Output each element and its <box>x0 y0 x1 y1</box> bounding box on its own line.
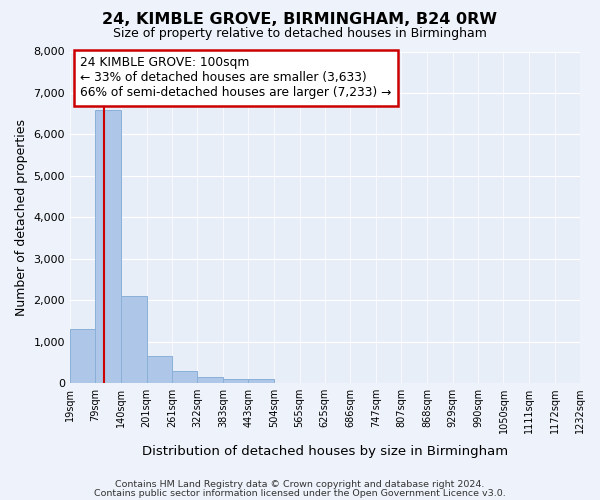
Text: Contains HM Land Registry data © Crown copyright and database right 2024.: Contains HM Land Registry data © Crown c… <box>115 480 485 489</box>
Text: Size of property relative to detached houses in Birmingham: Size of property relative to detached ho… <box>113 28 487 40</box>
Text: 24, KIMBLE GROVE, BIRMINGHAM, B24 0RW: 24, KIMBLE GROVE, BIRMINGHAM, B24 0RW <box>103 12 497 28</box>
X-axis label: Distribution of detached houses by size in Birmingham: Distribution of detached houses by size … <box>142 444 508 458</box>
Text: Contains public sector information licensed under the Open Government Licence v3: Contains public sector information licen… <box>94 489 506 498</box>
Bar <box>223 379 248 383</box>
Text: 24 KIMBLE GROVE: 100sqm
← 33% of detached houses are smaller (3,633)
66% of semi: 24 KIMBLE GROVE: 100sqm ← 33% of detache… <box>80 56 392 100</box>
Bar <box>121 296 146 383</box>
Bar <box>95 110 121 383</box>
Bar <box>172 370 197 383</box>
Bar <box>70 329 95 383</box>
Bar <box>197 377 223 383</box>
Bar <box>146 356 172 383</box>
Bar <box>248 379 274 383</box>
Y-axis label: Number of detached properties: Number of detached properties <box>15 119 28 316</box>
